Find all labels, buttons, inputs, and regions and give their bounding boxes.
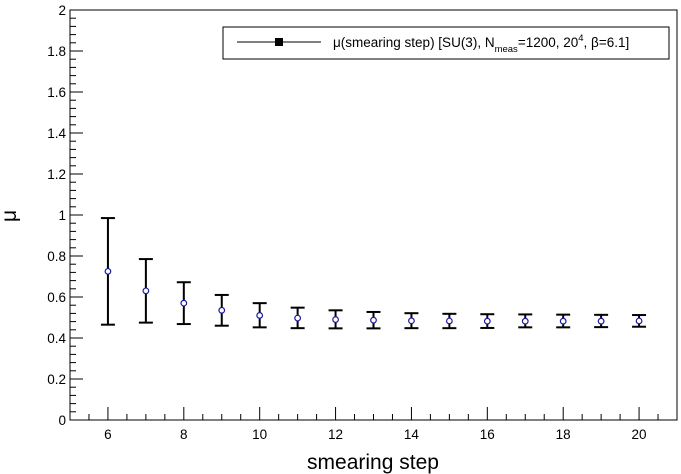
y-tick-label: 0.8 bbox=[47, 249, 66, 264]
data-point bbox=[104, 267, 112, 275]
x-tick-label: 10 bbox=[252, 427, 267, 442]
x-axis-title: smearing step bbox=[307, 451, 439, 474]
legend-label-tail: , β=6.1] bbox=[584, 35, 630, 50]
legend-label-subscript: meas bbox=[495, 44, 518, 55]
data-point bbox=[597, 317, 605, 325]
x-tick-label: 8 bbox=[180, 427, 188, 442]
legend-label-mid: =1200, 20 bbox=[518, 35, 578, 50]
data-point bbox=[559, 317, 567, 325]
legend-marker-square bbox=[275, 38, 283, 46]
x-tick-label: 18 bbox=[556, 427, 571, 442]
data-point bbox=[332, 316, 339, 323]
legend: μ(smearing step) [SU(3), Nmeas=1200, 204… bbox=[222, 26, 670, 60]
x-tick-label: 20 bbox=[632, 427, 647, 442]
x-tick-label: 6 bbox=[104, 427, 112, 442]
y-tick-label: 2 bbox=[58, 3, 66, 18]
y-tick-label: 0 bbox=[58, 413, 66, 428]
x-tick-label: 16 bbox=[480, 427, 495, 442]
x-tick-label: 14 bbox=[404, 427, 420, 442]
data-point bbox=[483, 317, 491, 325]
legend-label-main: μ(smearing step) [SU(3), N bbox=[333, 35, 495, 50]
y-tick-label: 0.6 bbox=[47, 290, 66, 305]
y-tick-label: 0.2 bbox=[47, 372, 66, 387]
data-point bbox=[294, 314, 302, 322]
data-point bbox=[445, 317, 453, 325]
y-tick-label: 1.2 bbox=[47, 167, 66, 182]
data-point bbox=[142, 287, 150, 295]
data-point bbox=[408, 317, 415, 325]
y-tick-label: 1 bbox=[58, 208, 66, 223]
data-point bbox=[256, 312, 264, 319]
legend-label-superscript: 4 bbox=[578, 33, 583, 44]
y-tick-label: 0.4 bbox=[47, 331, 66, 346]
y-tick-label: 1.6 bbox=[47, 85, 66, 100]
x-tick-label: 12 bbox=[328, 427, 343, 442]
data-point bbox=[218, 306, 226, 314]
y-tick-label: 1.4 bbox=[47, 126, 66, 141]
y-tick-label: 1.8 bbox=[47, 44, 66, 59]
data-point bbox=[180, 299, 188, 307]
data-point bbox=[635, 317, 643, 325]
data-point bbox=[370, 316, 377, 324]
y-axis-title: μ bbox=[0, 210, 21, 222]
legend-label: μ(smearing step) [SU(3), Nmeas=1200, 204… bbox=[333, 33, 629, 55]
data-point bbox=[521, 317, 529, 325]
legend-box bbox=[222, 26, 670, 60]
